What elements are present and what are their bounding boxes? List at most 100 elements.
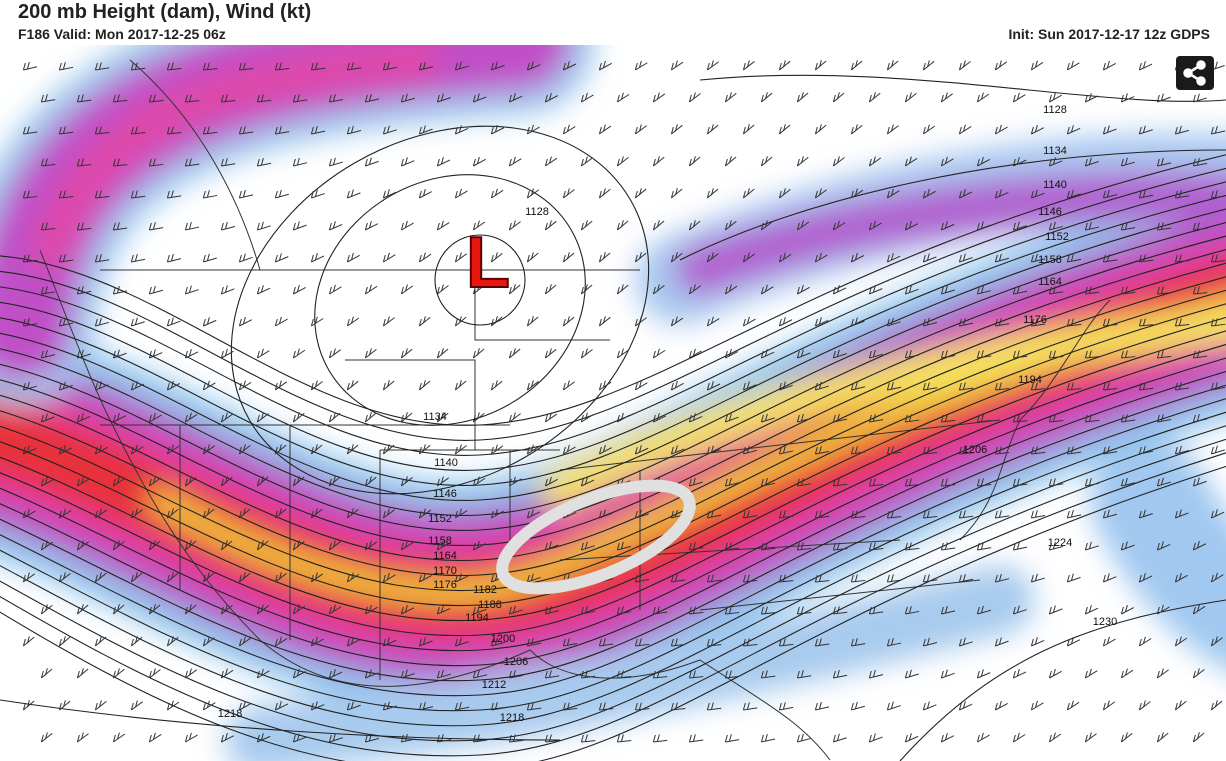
wind-barb xyxy=(94,636,107,647)
wind-barb xyxy=(1138,700,1151,711)
wind-barb xyxy=(742,188,755,199)
init-time: Init: Sun 2017-12-17 12z GDPS xyxy=(1008,26,1210,42)
wind-barb xyxy=(256,412,269,423)
wind-barb xyxy=(796,606,812,615)
wind-barb xyxy=(112,222,128,231)
wind-barb xyxy=(796,478,812,487)
wind-barb xyxy=(1120,93,1135,103)
wind-barb xyxy=(310,125,326,135)
wind-barb xyxy=(688,542,704,551)
wind-barb xyxy=(454,380,467,391)
wind-barb xyxy=(688,348,702,359)
wind-barb xyxy=(976,350,992,359)
wind-barb xyxy=(904,92,917,103)
wind-barb xyxy=(1030,318,1046,327)
wind-barb xyxy=(652,606,668,615)
wind-barb xyxy=(184,221,200,231)
wind-barb xyxy=(904,542,920,551)
wind-barb xyxy=(544,156,558,167)
wind-barb xyxy=(364,540,378,551)
contour-label: 1146 xyxy=(433,488,457,500)
wind-barb xyxy=(670,638,686,647)
wind-barb xyxy=(148,94,164,103)
wind-barb xyxy=(274,380,288,391)
wind-barb xyxy=(148,540,161,551)
low-pressure-marker: L xyxy=(466,223,510,303)
wind-barb xyxy=(832,413,848,423)
wind-barb xyxy=(796,220,810,231)
wind-barb xyxy=(868,220,882,231)
wind-barb xyxy=(634,124,647,135)
wind-barb xyxy=(472,669,488,679)
wind-barb xyxy=(670,574,686,583)
wind-barb xyxy=(220,221,236,231)
wind-barb xyxy=(166,508,179,519)
wind-barb xyxy=(148,349,163,359)
wind-barb xyxy=(886,637,902,647)
wind-barb xyxy=(562,380,575,391)
wind-barb xyxy=(706,124,719,135)
wind-barb xyxy=(1210,636,1223,647)
wind-barb xyxy=(526,380,539,391)
wind-barb xyxy=(1102,318,1118,327)
wind-barb xyxy=(40,668,53,679)
wind-barb xyxy=(850,317,865,327)
wind-barb xyxy=(724,156,737,167)
wind-barb xyxy=(958,701,973,711)
highlight-circle xyxy=(496,479,696,595)
wind-barb xyxy=(1174,190,1190,199)
wind-barb xyxy=(688,284,701,295)
wind-barb xyxy=(1012,669,1027,679)
share-button[interactable] xyxy=(1176,56,1214,90)
wind-barb xyxy=(382,252,396,263)
wind-barb xyxy=(472,348,485,359)
wind-barb xyxy=(256,285,271,295)
wind-barb xyxy=(328,604,342,615)
wind-barb xyxy=(598,60,612,71)
wind-barb xyxy=(724,284,738,295)
wind-barb xyxy=(544,92,559,103)
wind-barb xyxy=(1210,382,1226,391)
wind-barb xyxy=(40,604,53,615)
wind-barb xyxy=(94,381,109,391)
wind-barb xyxy=(274,62,290,71)
wind-barb xyxy=(400,220,414,231)
wind-barb xyxy=(1066,700,1080,711)
wind-barb xyxy=(508,93,523,103)
wind-barb xyxy=(292,476,305,487)
wind-barb xyxy=(94,126,110,135)
wind-barb xyxy=(904,606,920,615)
wind-barb xyxy=(580,348,593,359)
wind-barb xyxy=(1084,93,1099,103)
wind-barb xyxy=(742,60,755,71)
wind-barb xyxy=(418,61,434,71)
wind-barb xyxy=(1174,445,1190,455)
wind-barb xyxy=(58,62,74,71)
wind-barb xyxy=(940,350,956,359)
contour-line xyxy=(699,74,1226,102)
wind-barb xyxy=(778,574,794,583)
wind-barb xyxy=(274,701,289,711)
wind-barb xyxy=(58,700,71,711)
wind-barb xyxy=(508,412,521,423)
wind-barb xyxy=(382,572,396,583)
contour-label: 1146 xyxy=(1038,206,1062,218)
wind-barb xyxy=(796,670,812,679)
share-icon[interactable] xyxy=(1183,60,1206,86)
wind-barb xyxy=(760,733,776,743)
wind-barb xyxy=(202,380,216,391)
wind-barb xyxy=(1120,350,1136,359)
wind-barb xyxy=(778,60,791,71)
wind-barb xyxy=(760,349,775,359)
wind-barb xyxy=(382,125,397,135)
wind-barb xyxy=(40,413,55,423)
wind-barb xyxy=(652,156,665,167)
wind-barb xyxy=(994,446,1010,455)
wind-barb xyxy=(1102,125,1117,135)
wind-barb xyxy=(580,477,595,487)
contour-line xyxy=(0,235,1226,516)
wind-barb xyxy=(526,702,542,711)
wind-barb xyxy=(1084,414,1100,423)
contour-labels: 1128 1134 1140 1146 1152 1158 1164 1176 1194 1206… xyxy=(218,104,1117,724)
wind-barb xyxy=(760,542,776,551)
